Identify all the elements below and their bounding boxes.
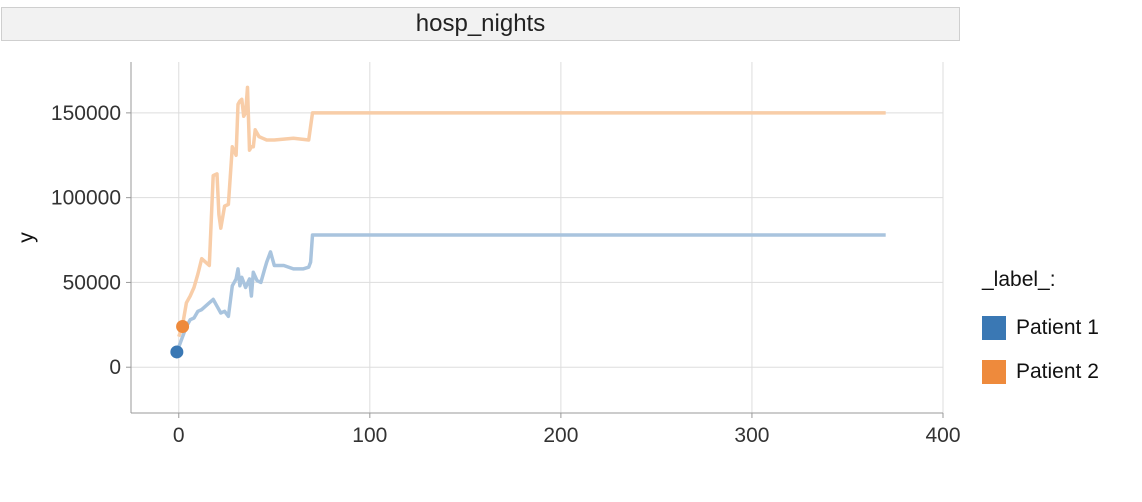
y-tick-label: 50000 — [63, 271, 121, 294]
series-line-patient-1 — [175, 233, 886, 353]
y-tick-label: 0 — [109, 356, 121, 379]
x-tick-label: 300 — [734, 424, 769, 447]
legend-swatch-patient-2 — [982, 360, 1006, 384]
facet-header: hosp_nights — [1, 7, 960, 41]
x-tick-label: 400 — [925, 424, 960, 447]
x-tick-label: 200 — [543, 424, 578, 447]
legend-swatch-patient-1 — [982, 316, 1006, 340]
x-tick-label: 0 — [173, 424, 185, 447]
plot-area — [131, 62, 943, 413]
series-point-patient-1 — [170, 345, 184, 359]
series-point-patient-2 — [176, 320, 190, 334]
legend: _label_: Patient 1 Patient 2 — [982, 268, 1099, 394]
y-tick-label: 150000 — [51, 102, 121, 125]
facet-title: hosp_nights — [415, 10, 546, 37]
legend-item-patient-1[interactable]: Patient 1 — [982, 306, 1099, 350]
legend-item-patient-2[interactable]: Patient 2 — [982, 350, 1099, 394]
y-axis-label: y — [15, 232, 38, 243]
legend-title: _label_: — [982, 268, 1056, 291]
legend-label-patient-2: Patient 2 — [1016, 360, 1099, 383]
x-tick-label: 100 — [352, 424, 387, 447]
y-tick-label: 100000 — [51, 187, 121, 210]
series-line-patient-2 — [177, 85, 886, 338]
legend-label-patient-1: Patient 1 — [1016, 316, 1099, 339]
